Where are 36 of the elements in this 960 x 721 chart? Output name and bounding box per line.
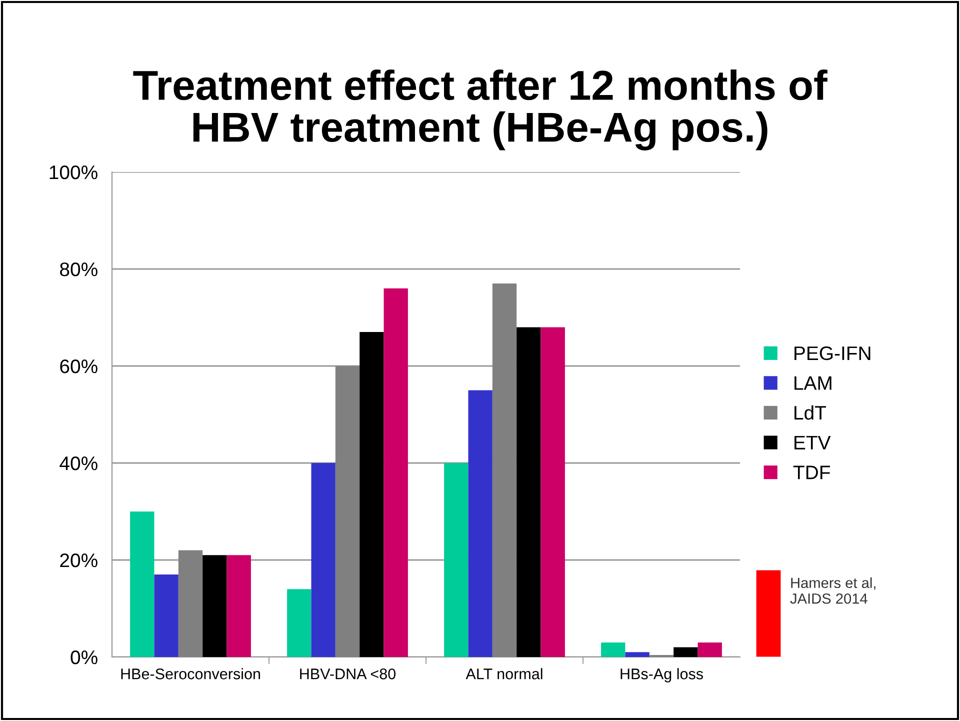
text: Hamers et al, JAIDS 2014	[790, 577, 876, 604]
bar	[202, 555, 227, 657]
chart-title: Treatment effect after 12 months of HBV treatment (HBe-Ag pos.)	[133, 70, 828, 150]
bar	[540, 327, 565, 657]
bar	[601, 642, 626, 657]
bar	[384, 288, 408, 657]
bar	[360, 332, 384, 657]
bar	[698, 642, 722, 657]
bar	[492, 284, 517, 657]
x-tick-label: HBs-Ag loss	[620, 668, 703, 682]
x-tick-label: HBe-Seroconversion	[121, 668, 260, 680]
bar	[516, 327, 541, 657]
legend-label: LdT	[794, 405, 826, 420]
x-tick-label: ALT normal	[466, 668, 542, 680]
legend-label: ETV	[794, 436, 831, 450]
x-tick-label: HBV-DNA <80	[300, 668, 396, 680]
y-tick-label: 60%	[60, 359, 98, 374]
bar	[444, 463, 468, 657]
bar	[130, 512, 154, 657]
y-tick-label: 100%	[50, 165, 98, 180]
bar	[674, 647, 698, 657]
y-tick-label: 80%	[60, 262, 98, 276]
bar	[154, 574, 178, 657]
y-tick-label: 20%	[60, 553, 98, 568]
legend-label: TDF	[793, 466, 830, 480]
y-tick-label: 40%	[60, 456, 98, 470]
bar	[625, 652, 650, 657]
bar	[226, 555, 251, 657]
bar	[468, 390, 492, 657]
legend-label: LAM	[794, 376, 832, 390]
bar	[287, 589, 312, 657]
y-tick-label: 0%	[70, 650, 98, 664]
bar	[178, 550, 203, 657]
bar	[335, 366, 360, 657]
bar	[311, 463, 336, 657]
legend-label: PEG-IFN	[794, 346, 870, 360]
